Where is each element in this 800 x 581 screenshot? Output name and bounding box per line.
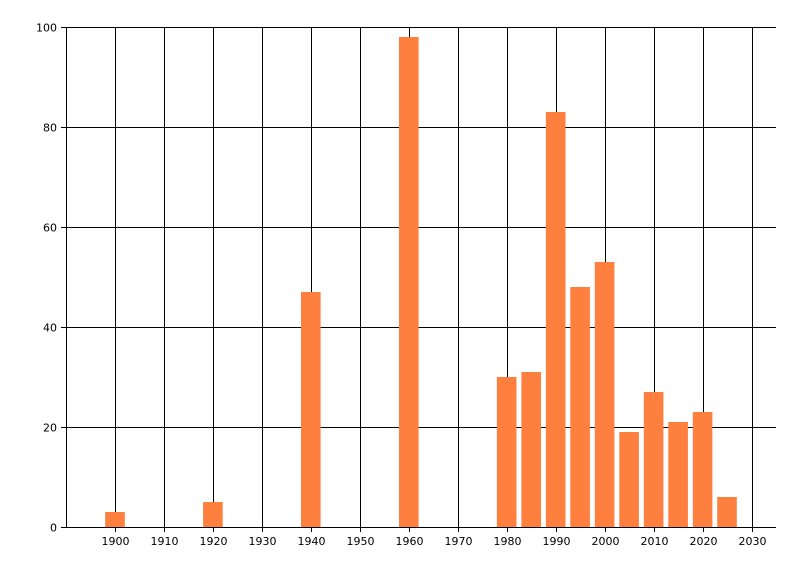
y-tick-label: 100 [36, 22, 57, 35]
bar-2015 [668, 422, 688, 527]
x-tick-label: 1990 [543, 535, 571, 548]
tick-labels: 0 20 40 60 80 100 1900 1910 1920 1930 1940 1950 1960… [36, 22, 767, 549]
bar-1980 [496, 377, 517, 527]
x-tick-label: 2000 [592, 535, 620, 548]
bar-2020 [692, 412, 713, 527]
x-tick-label: 2020 [690, 535, 718, 548]
bar-1990 [545, 112, 566, 527]
x-tick-label: 1940 [298, 535, 326, 548]
bar-2000 [594, 262, 615, 527]
x-tick-label: 2030 [739, 535, 767, 548]
y-tick-label: 0 [50, 522, 57, 535]
x-tick-label: 1900 [102, 535, 130, 548]
bar-2005 [619, 432, 639, 527]
x-tick-label: 1960 [396, 535, 424, 548]
bar-1960 [399, 37, 419, 527]
bar-1985 [521, 372, 541, 527]
x-tick-label: 1920 [200, 535, 228, 548]
y-tick-label: 60 [43, 222, 57, 235]
y-tick-label: 20 [43, 422, 57, 435]
bar-series [105, 37, 737, 527]
x-tick-label: 1980 [494, 535, 522, 548]
x-tick-label: 1950 [347, 535, 375, 548]
x-tick-label: 1910 [151, 535, 179, 548]
bar-1900 [105, 512, 125, 527]
x-tick-label: 2010 [641, 535, 669, 548]
bar-1995 [570, 287, 590, 527]
y-tick-label: 40 [43, 322, 57, 335]
bar-1920 [203, 502, 223, 527]
x-tick-label: 1930 [249, 535, 277, 548]
axes [61, 27, 776, 532]
x-tick-label: 1970 [445, 535, 473, 548]
bar-2010 [643, 392, 664, 527]
bar-1940 [301, 292, 321, 527]
bar-2025 [717, 497, 737, 527]
y-tick-label: 80 [43, 122, 57, 135]
